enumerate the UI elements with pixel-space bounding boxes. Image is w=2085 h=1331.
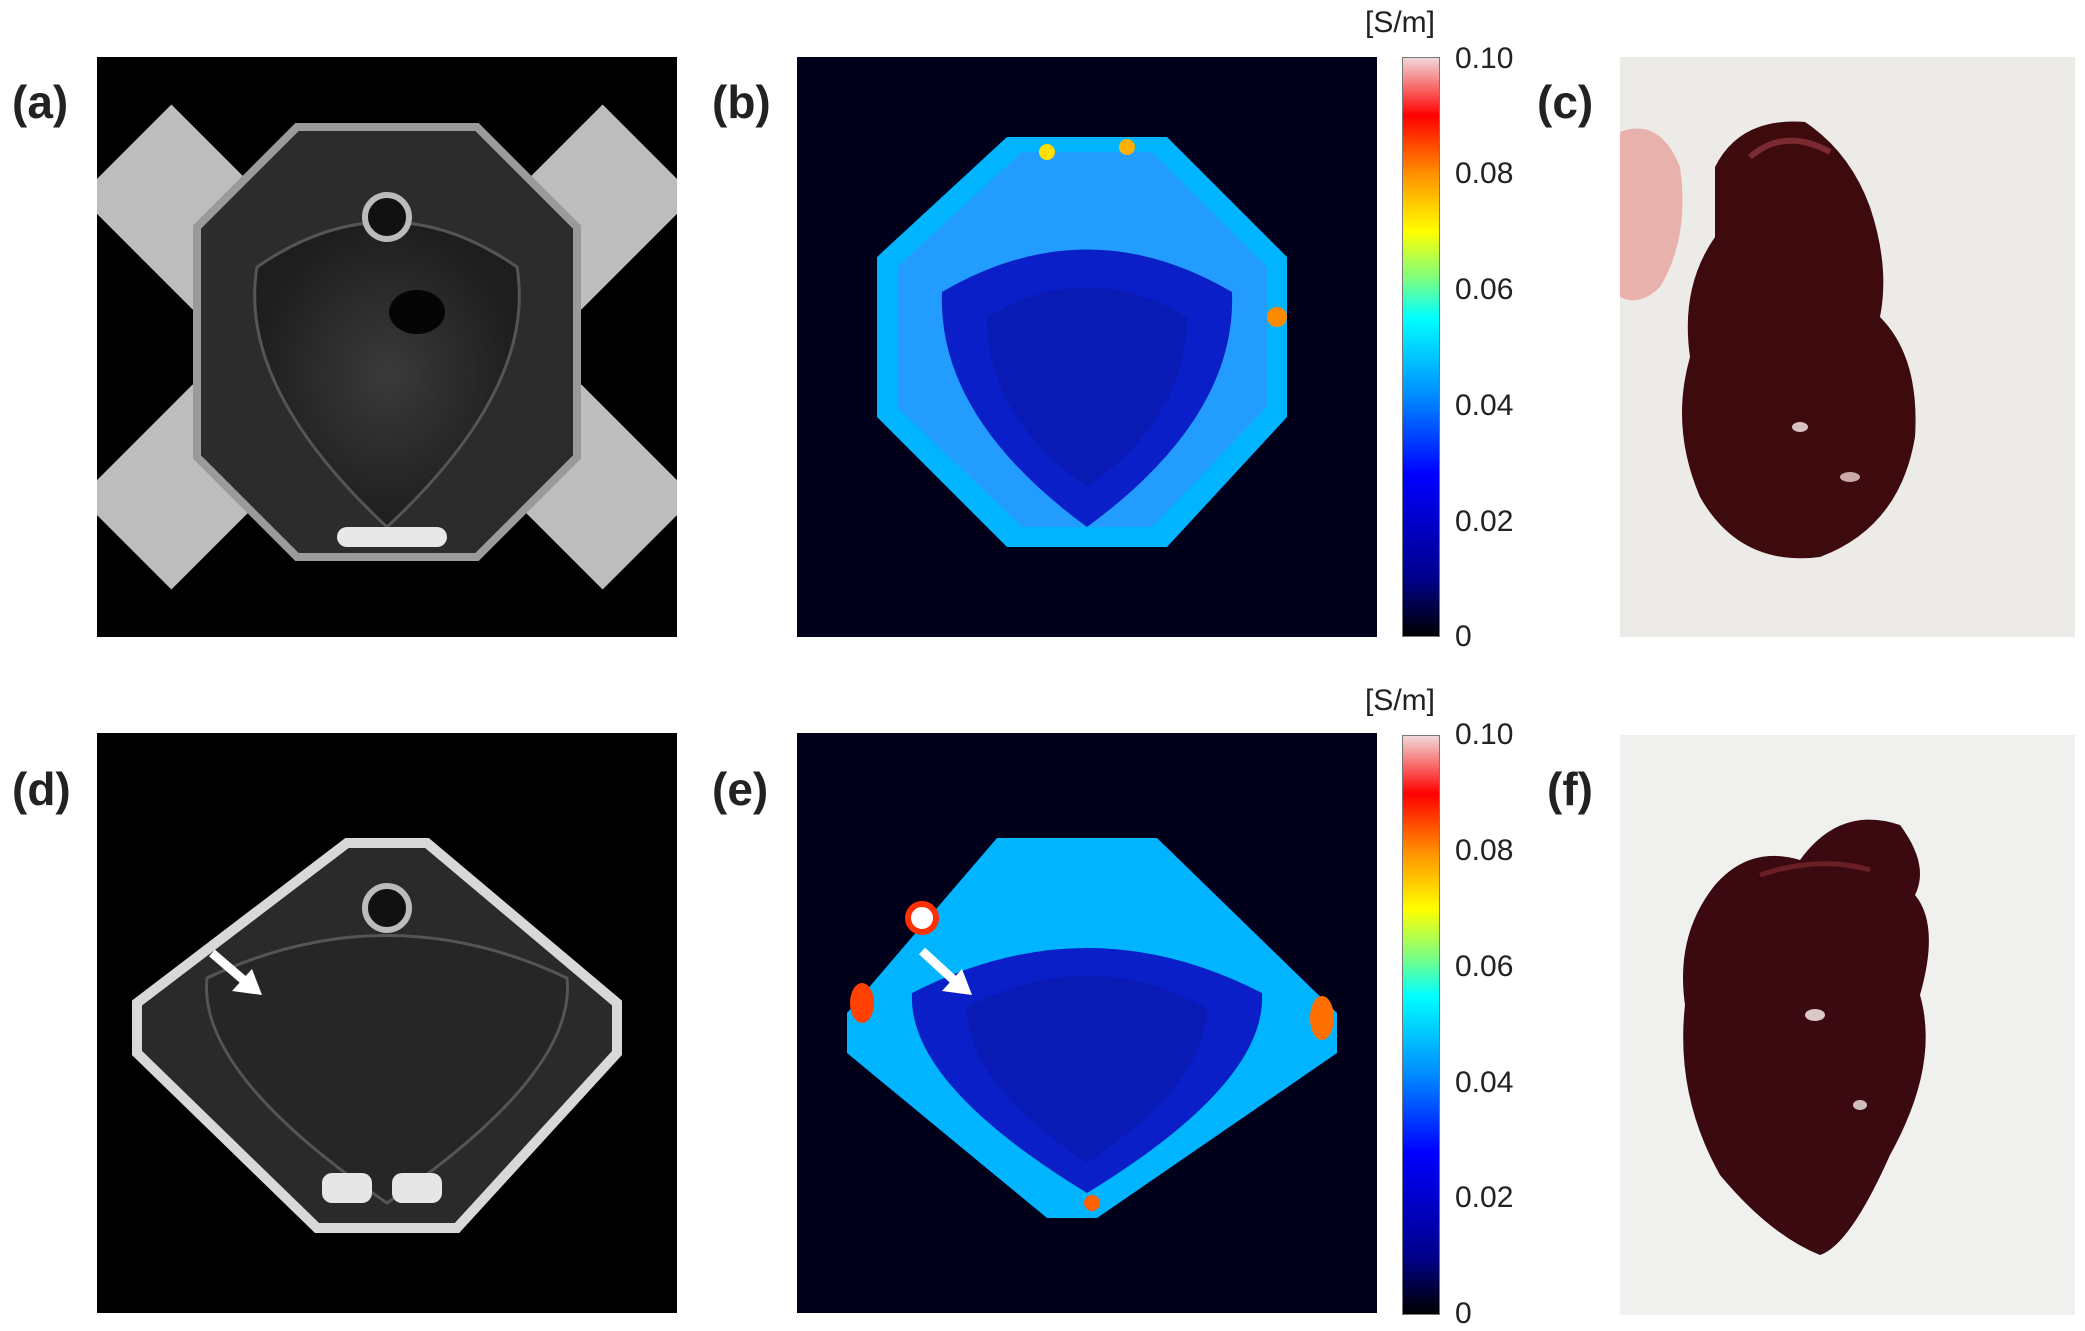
colorbar-top-tick-4: 0.02	[1455, 505, 1514, 538]
arrow-icon	[918, 947, 961, 987]
colorbar-bottom-tick-5: 0	[1455, 1297, 1472, 1330]
panel-label-d: (d)	[12, 763, 71, 815]
panel-label-e: (e)	[712, 763, 769, 815]
conductivity-map-b	[797, 57, 1377, 637]
liver-photo-c	[1620, 57, 2075, 637]
colorbar-bottom-tick-2: 0.06	[1455, 950, 1514, 983]
mri-image-d	[97, 733, 677, 1313]
colorbar-top	[1402, 57, 1440, 637]
colorbar-top-tick-0: 0.10	[1455, 42, 1514, 75]
panel-label-f: (f)	[1547, 763, 1593, 815]
colorbar-unit-top: [S/m]	[1365, 6, 1436, 39]
arrow-icon	[209, 949, 250, 987]
mri-image-a	[97, 57, 677, 637]
colorbar-top-tick-1: 0.08	[1455, 157, 1514, 190]
colorbar-unit-bottom: [S/m]	[1365, 684, 1436, 717]
colorbar-top-tick-2: 0.06	[1455, 273, 1514, 306]
colorbar-bottom-tick-4: 0.02	[1455, 1181, 1514, 1214]
liver-photo-f	[1620, 735, 2075, 1315]
colorbar-bottom-tick-1: 0.08	[1455, 834, 1514, 867]
panel-label-c: (c)	[1537, 76, 1594, 128]
colorbar-bottom-tick-0: 0.10	[1455, 718, 1514, 751]
colorbar-top-tick-3: 0.04	[1455, 389, 1514, 422]
colorbar-bottom-tick-3: 0.04	[1455, 1066, 1514, 1099]
panel-label-a: (a)	[12, 76, 69, 128]
colorbar-top-tick-5: 0	[1455, 620, 1472, 653]
conductivity-map-e	[797, 733, 1377, 1313]
panel-label-b: (b)	[712, 76, 771, 128]
colorbar-bottom	[1402, 735, 1440, 1315]
